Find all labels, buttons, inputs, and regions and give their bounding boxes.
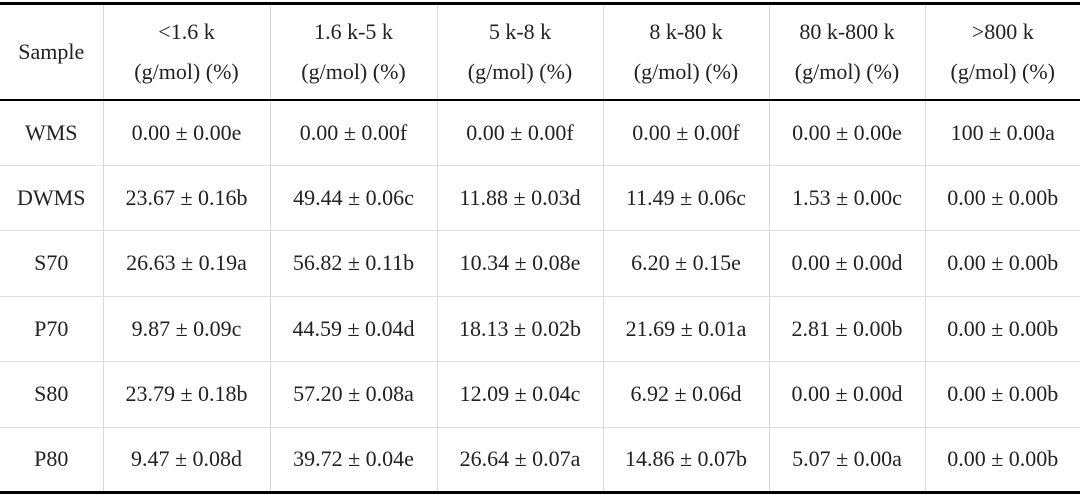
value-cell: 26.64 ± 0.07a	[436, 427, 603, 493]
header-line: 8 k-80 k	[649, 18, 723, 44]
header-cell: >800 k (g/mol) (%)	[924, 3, 1080, 100]
header-cell: 5 k-8 k (g/mol) (%)	[436, 3, 603, 100]
value-cell: 10.34 ± 0.08e	[436, 230, 603, 296]
header-cell: 1.6 k-5 k (g/mol) (%)	[269, 3, 437, 100]
value-cell: 100 ± 0.00a	[924, 99, 1080, 165]
table-row: WMS 0.00 ± 0.00e 0.00 ± 0.00f 0.00 ± 0.00f 0…	[0, 99, 1080, 165]
value-cell: 6.20 ± 0.15e	[602, 230, 769, 296]
value-cell: 14.86 ± 0.07b	[602, 427, 769, 493]
value-cell: 18.13 ± 0.02b	[436, 296, 603, 362]
value-cell: 0.00 ± 0.00d	[768, 361, 925, 427]
header-line: 80 k-800 k	[799, 18, 895, 44]
table-body: WMS 0.00 ± 0.00e 0.00 ± 0.00f 0.00 ± 0.00f 0…	[0, 99, 1080, 493]
value-cell: 23.79 ± 0.18b	[102, 361, 270, 427]
value-cell: 5.07 ± 0.00a	[768, 427, 925, 493]
header-row: Sample <1.6 k (g/mol) (%) 1.6 k-5 k (g/mol)…	[0, 3, 1080, 100]
value-cell: 0.00 ± 0.00f	[269, 99, 437, 165]
header-line: (g/mol) (%)	[950, 58, 1055, 84]
value-cell: 39.72 ± 0.04e	[269, 427, 437, 493]
table-header: Sample <1.6 k (g/mol) (%) 1.6 k-5 k (g/mol)…	[0, 3, 1080, 100]
value-cell: 2.81 ± 0.00b	[768, 296, 925, 362]
header-line: (g/mol) (%)	[301, 58, 406, 84]
value-cell: 0.00 ± 0.00d	[768, 230, 925, 296]
sample-cell: WMS	[24, 119, 78, 145]
value-cell: 26.63 ± 0.19a	[102, 230, 270, 296]
table-row: S70 26.63 ± 0.19a 56.82 ± 0.11b 10.34 ± 0.0…	[0, 230, 1080, 296]
value-cell: 44.59 ± 0.04d	[269, 296, 437, 362]
value-cell: 23.67 ± 0.16b	[102, 165, 270, 231]
value-cell: 9.47 ± 0.08d	[102, 427, 270, 493]
value-cell: 0.00 ± 0.00b	[924, 361, 1080, 427]
header-cell: 80 k-800 k (g/mol) (%)	[768, 3, 925, 100]
header-line: (g/mol) (%)	[467, 58, 573, 84]
value-cell: 9.87 ± 0.09c	[102, 296, 270, 362]
value-cell: 57.20 ± 0.08a	[269, 361, 437, 427]
value-cell: 6.92 ± 0.06d	[602, 361, 769, 427]
value-cell: 0.00 ± 0.00e	[768, 99, 925, 165]
header-line: 1.6 k-5 k	[314, 18, 393, 44]
header-cell: 8 k-80 k (g/mol) (%)	[602, 3, 769, 100]
value-cell: 0.00 ± 0.00b	[924, 230, 1080, 296]
value-cell: 12.09 ± 0.04c	[436, 361, 603, 427]
value-cell: 56.82 ± 0.11b	[269, 230, 437, 296]
value-cell: 0.00 ± 0.00f	[602, 99, 769, 165]
header-line: (g/mol) (%)	[134, 58, 239, 84]
header-line: >800 k	[971, 18, 1034, 44]
sample-cell: P70	[34, 315, 69, 341]
header-line: (g/mol) (%)	[633, 58, 739, 84]
sample-cell: DWMS	[17, 184, 86, 210]
header-cell: <1.6 k (g/mol) (%)	[102, 3, 270, 100]
sample-cell: P80	[34, 446, 69, 472]
value-cell: 0.00 ± 0.00b	[924, 296, 1080, 362]
header-line: 5 k-8 k	[488, 18, 552, 44]
value-cell: 0.00 ± 0.00b	[924, 165, 1080, 231]
table-row: DWMS 23.67 ± 0.16b 49.44 ± 0.06c 11.88 ± 0.…	[0, 165, 1080, 231]
header-cell: Sample	[18, 38, 85, 64]
value-cell: 11.49 ± 0.06c	[602, 165, 769, 231]
value-cell: 1.53 ± 0.00c	[768, 165, 925, 231]
sample-cell: S80	[34, 381, 69, 407]
value-cell: 0.00 ± 0.00e	[102, 99, 270, 165]
value-cell: 0.00 ± 0.00f	[436, 99, 603, 165]
sample-cell: S70	[34, 250, 69, 276]
value-cell: 49.44 ± 0.06c	[269, 165, 437, 231]
header-line: <1.6 k	[158, 18, 215, 44]
value-cell: 0.00 ± 0.00b	[924, 427, 1080, 493]
table-row: S80 23.79 ± 0.18b 57.20 ± 0.08a 12.09 ± 0.0…	[0, 361, 1080, 427]
table-row: P80 9.47 ± 0.08d 39.72 ± 0.04e 26.64 ± 0.07…	[0, 427, 1080, 493]
header-line: (g/mol) (%)	[794, 58, 900, 84]
value-cell: 11.88 ± 0.03d	[436, 165, 603, 231]
value-cell: 21.69 ± 0.01a	[602, 296, 769, 362]
table-row: P70 9.87 ± 0.09c 44.59 ± 0.04d 18.13 ± 0.02…	[0, 296, 1080, 362]
